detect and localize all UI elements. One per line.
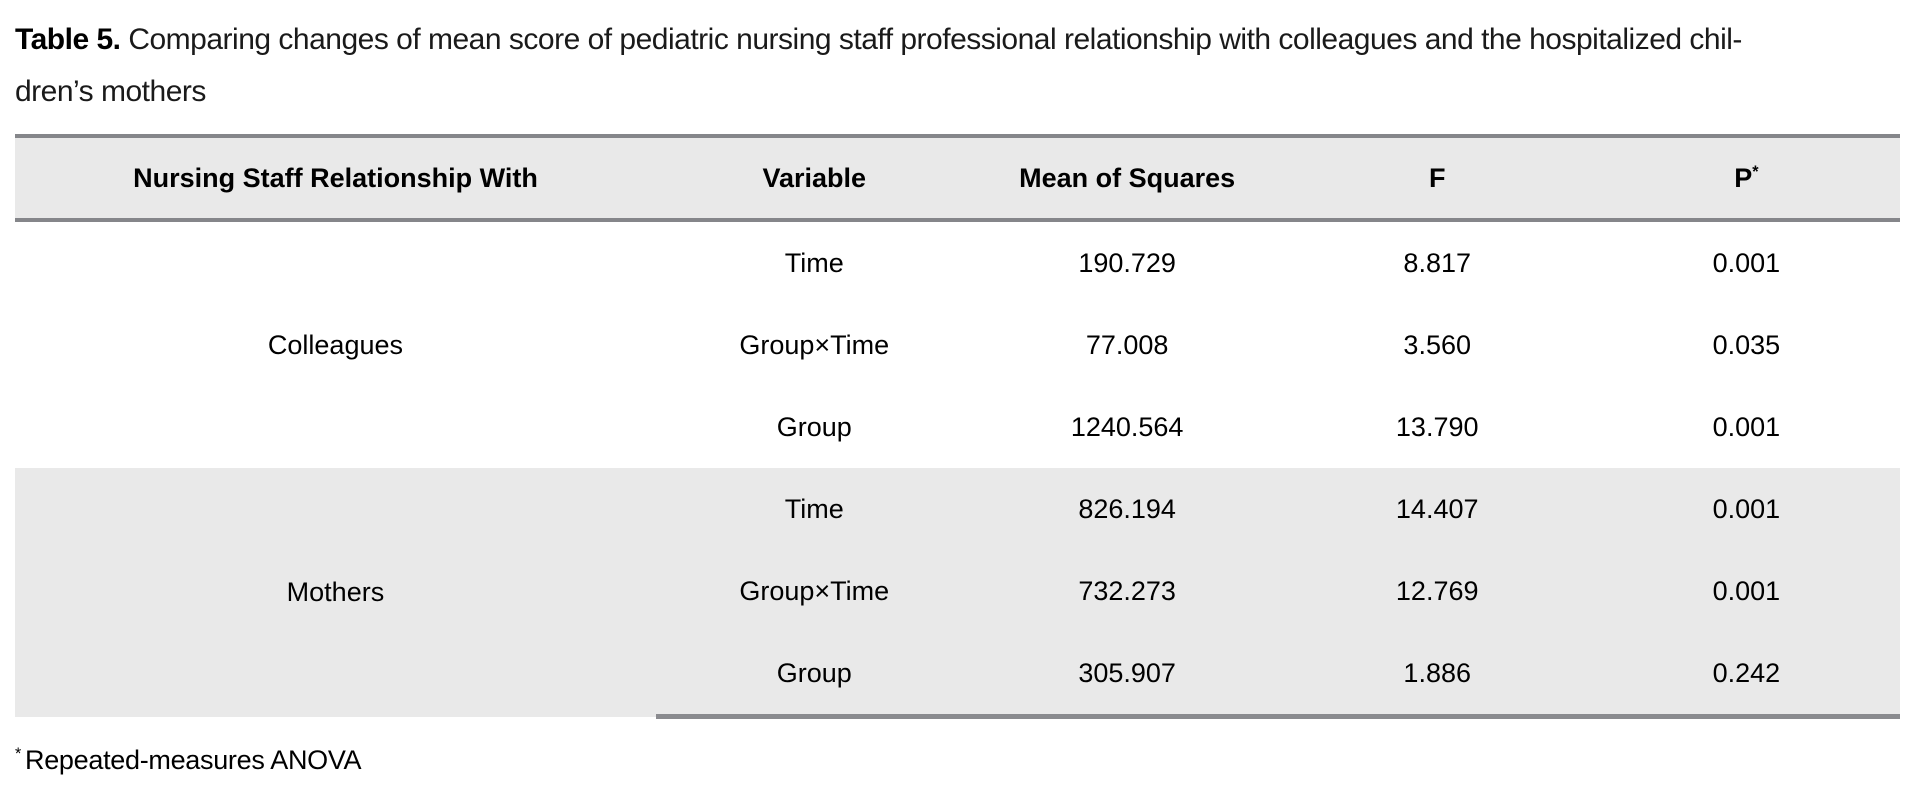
cell-f: 8.817 [1281,220,1593,304]
table-row: Group×Time 77.008 3.560 0.035 [15,304,1900,386]
cell-variable: Time [655,468,973,550]
footnote-text: Repeated-measures ANOVA [25,745,362,775]
col-header-variable: Variable [655,134,973,222]
cell-p: 0.001 [1592,550,1900,632]
cell-f: 1.886 [1281,632,1593,719]
table-row: Group×Time 732.273 12.769 0.001 [15,550,1900,632]
cell-variable: Time [655,220,973,304]
table-caption: Table 5. Comparing changes of mean score… [15,14,1900,118]
col-header-relationship: Nursing Staff Relationship With [15,134,656,222]
cell-p: 0.242 [1592,632,1900,719]
cell-mean-of-squares: 1240.564 [972,386,1282,468]
cell-f: 3.560 [1281,304,1593,386]
cell-mean-of-squares: 826.194 [972,468,1282,550]
cell-p: 0.035 [1592,304,1900,386]
table-row: Group 1240.564 13.790 0.001 [15,386,1900,468]
caption-line-1: Table 5. Comparing changes of mean score… [15,14,1900,66]
group-cell-colleagues: Colleagues [15,220,656,468]
cell-variable: Group×Time [655,304,973,386]
table-row: Colleagues Time 190.729 8.817 0.001 [15,220,1900,468]
caption-line-2: dren’s mothers [15,66,1900,118]
footnote-asterisk: * [15,745,21,763]
cell-mean-of-squares: 305.907 [972,632,1282,719]
col-header-p: P* [1592,134,1900,222]
p-asterisk: * [1752,162,1759,181]
col-header-mean-of-squares: Mean of Squares [972,134,1282,222]
cell-p: 0.001 [1592,386,1900,468]
table-header-row: Nursing Staff Relationship With Variable… [15,134,1900,222]
table-number-label: Table 5. [15,23,121,56]
table-row: Group 305.907 1.886 0.242 [15,632,1900,719]
cell-f: 12.769 [1281,550,1593,632]
anova-results-table: Nursing Staff Relationship With Variable… [15,134,1900,719]
caption-text-1: Comparing changes of mean score of pedia… [128,23,1742,56]
table-footnote: * Repeated-measures ANOVA [15,745,1900,776]
cell-variable: Group×Time [655,550,973,632]
group-cell-mothers: Mothers [15,468,656,717]
caption-text-2: dren’s mothers [15,75,206,108]
cell-mean-of-squares: 190.729 [972,220,1282,304]
cell-mean-of-squares: 732.273 [972,550,1282,632]
col-header-f: F [1281,134,1593,222]
cell-f: 14.407 [1281,468,1593,550]
cell-mean-of-squares: 77.008 [972,304,1282,386]
cell-variable: Group [655,632,973,719]
cell-p: 0.001 [1592,220,1900,304]
cell-f: 13.790 [1281,386,1593,468]
table-row: Mothers Time 826.194 14.407 0.001 [15,468,1900,717]
cell-variable: Group [655,386,973,468]
cell-p: 0.001 [1592,468,1900,550]
col-header-p-label: P [1734,162,1753,193]
